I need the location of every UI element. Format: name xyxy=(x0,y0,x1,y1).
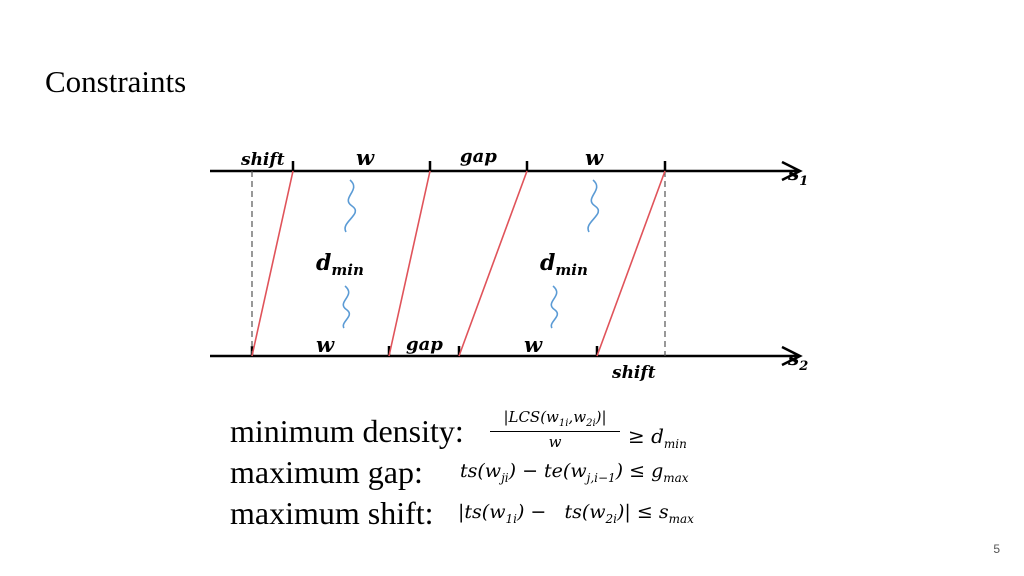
density-numerator: |LCS(w1i,w2i)| xyxy=(490,408,620,432)
brace-squiggle xyxy=(587,179,600,233)
brace-squiggle xyxy=(344,179,357,233)
stream2-label: s2 xyxy=(787,346,808,374)
density-denominator: w xyxy=(548,433,562,451)
brace-squiggle xyxy=(342,285,351,329)
match-line xyxy=(388,170,431,357)
top-window-label: w xyxy=(356,145,375,170)
gap-formula: ts(wji) − te(wj,i−1) ≤ gmax xyxy=(460,460,689,485)
top-window-label: w xyxy=(585,145,604,170)
bottom-window-label: w xyxy=(524,332,543,357)
match-line xyxy=(596,170,666,357)
dmin-label: dmin xyxy=(540,250,588,279)
brace-squiggle xyxy=(550,285,559,329)
stream2-arrowhead xyxy=(781,345,803,367)
density-fraction: |LCS(w1i,w2i)| w xyxy=(490,408,620,451)
match-line xyxy=(458,170,528,357)
bottom-window-label: w xyxy=(316,332,335,357)
density-rhs: ≥ dmin xyxy=(628,424,687,451)
top-gap-label: gap xyxy=(460,146,497,167)
bottom-shift-label: shift xyxy=(611,363,656,383)
shift-label: maximum shift: xyxy=(230,495,434,531)
bottom-gap-label: gap xyxy=(406,334,443,355)
stream1-label: s1 xyxy=(787,161,808,189)
page-number: 5 xyxy=(993,542,1000,556)
slide-title: Constraints xyxy=(45,64,187,99)
stream1-arrowhead xyxy=(781,160,803,182)
gap-label: maximum gap: xyxy=(230,454,423,490)
density-label: minimum density: xyxy=(230,413,464,449)
shift-formula: |ts(w1i) − ts(w2i)| ≤ smax xyxy=(458,501,694,526)
top-shift-label: shift xyxy=(240,150,285,170)
match-line xyxy=(251,170,294,357)
dmin-label: dmin xyxy=(316,250,364,279)
